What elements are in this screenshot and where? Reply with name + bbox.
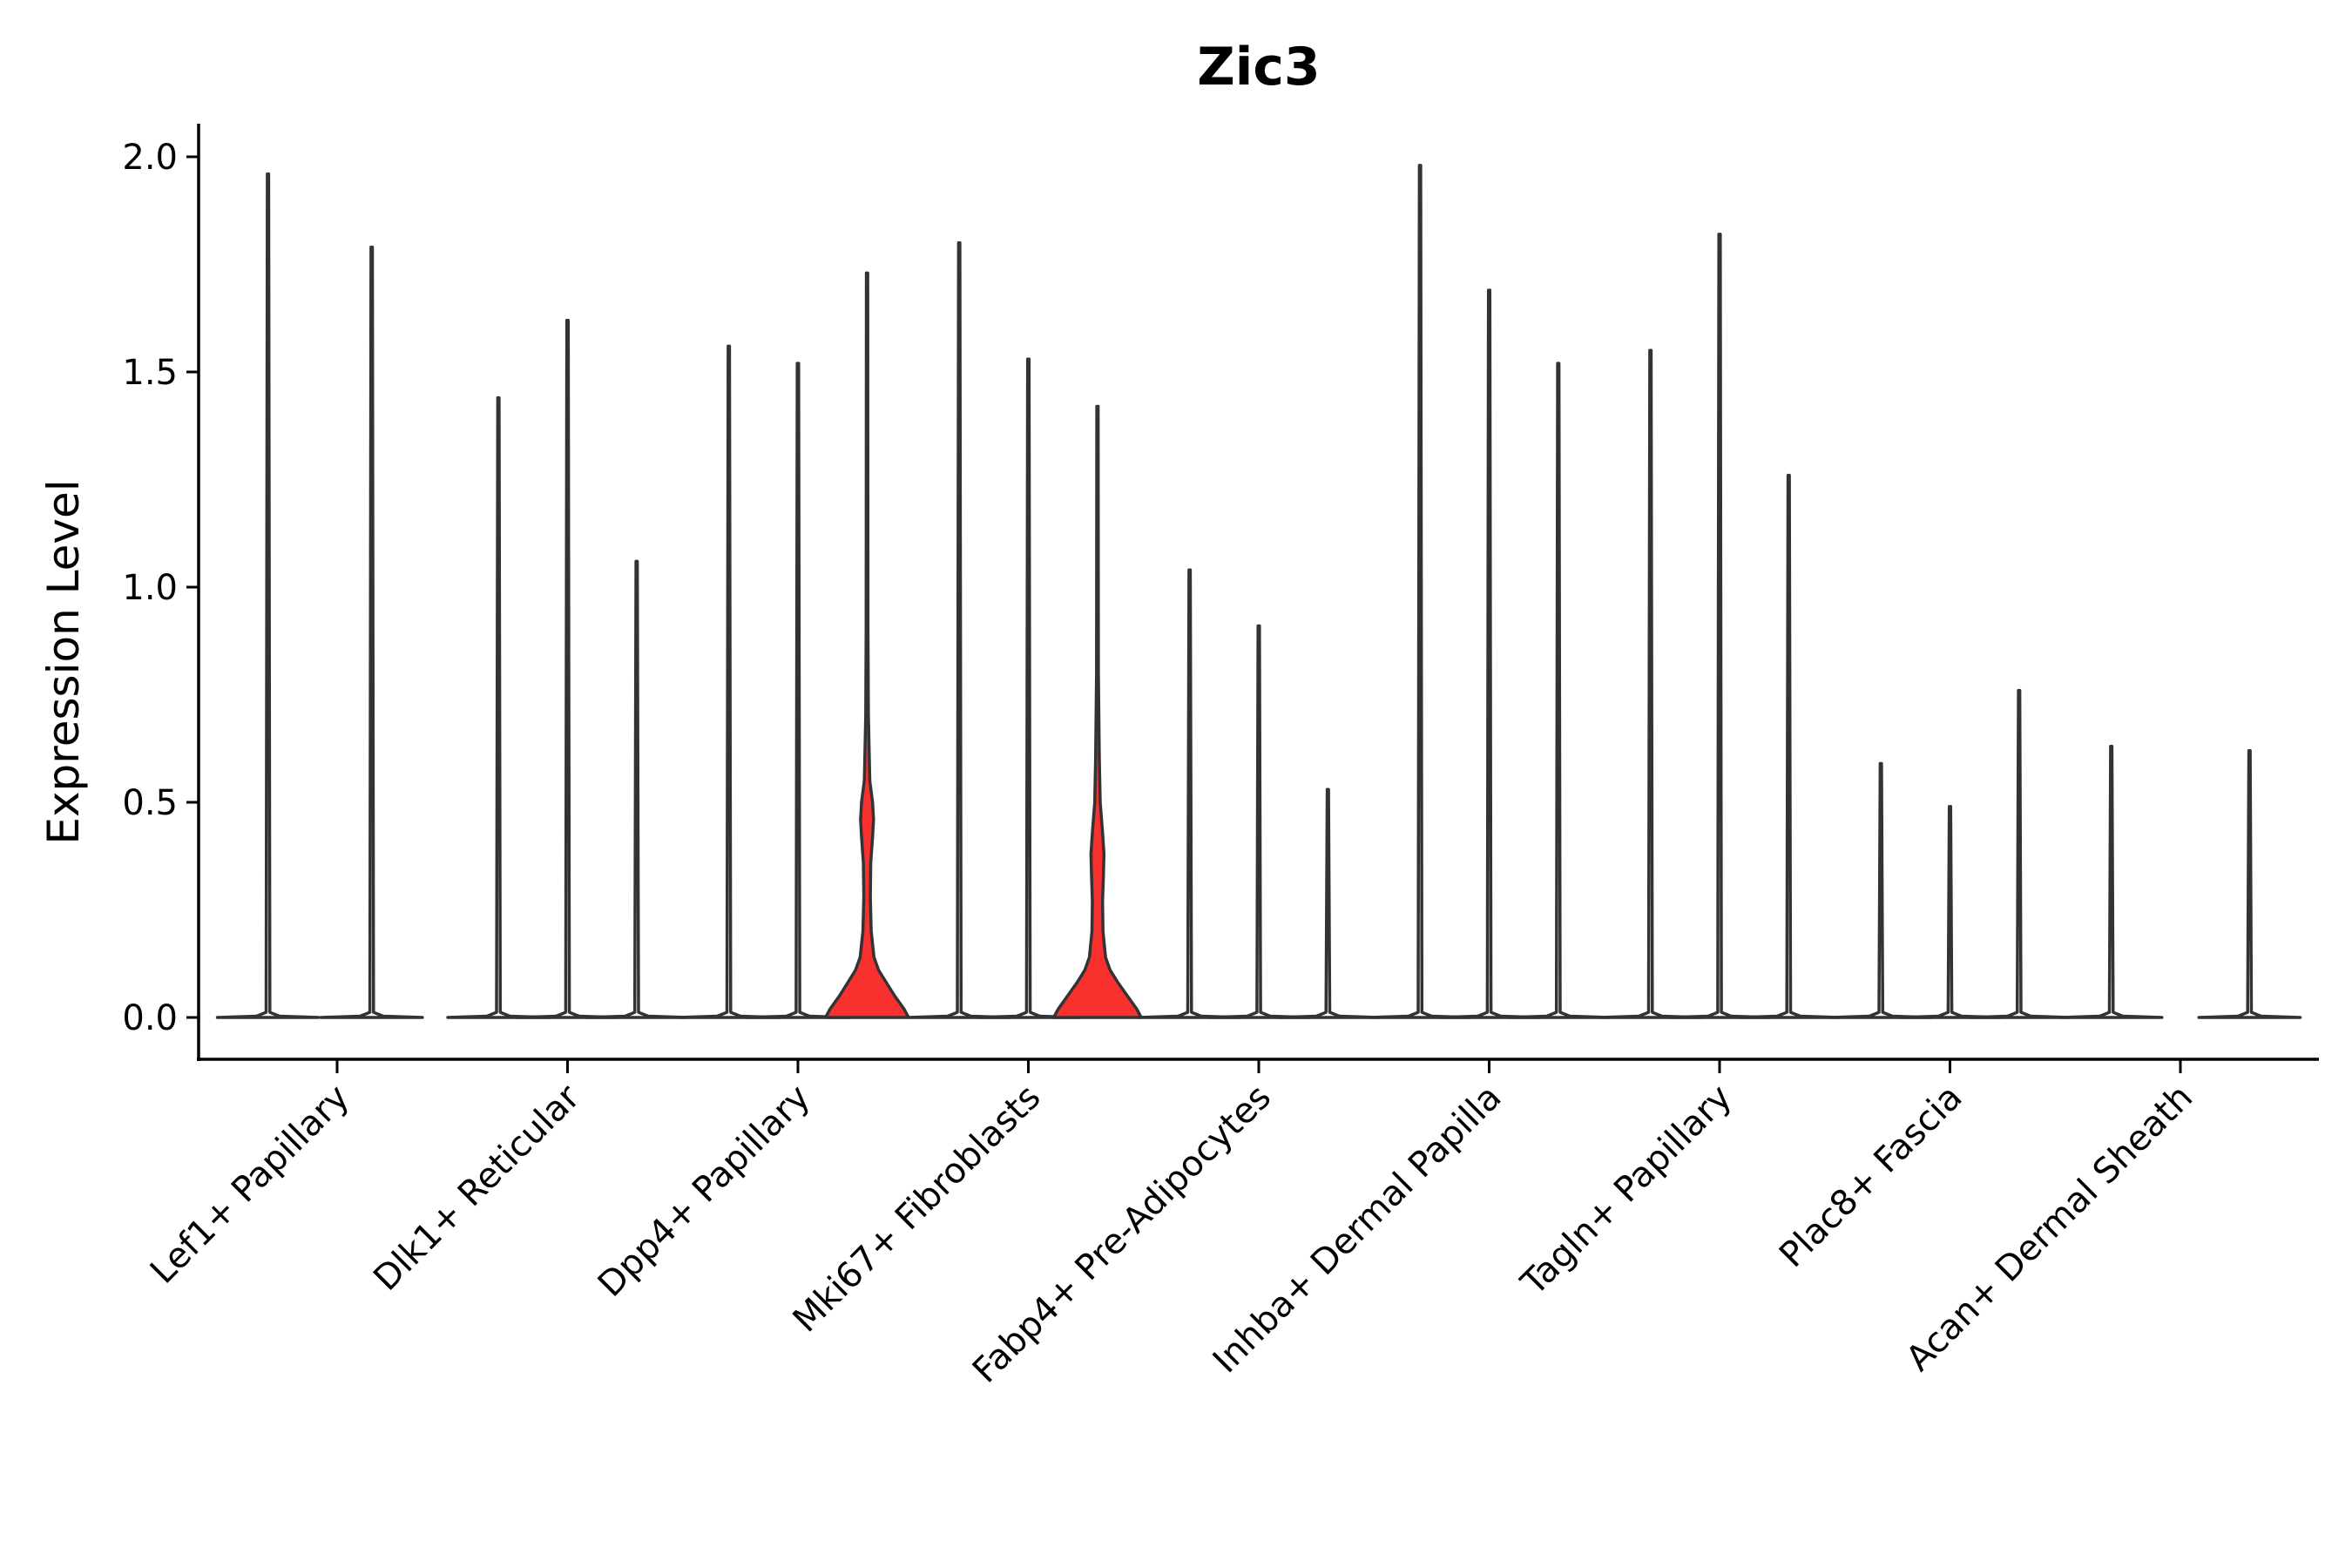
violin-group xyxy=(215,164,2302,1019)
y-tick-label: 1.5 xyxy=(122,353,178,393)
violin-21 xyxy=(1828,761,1934,1019)
violin-5 xyxy=(584,559,689,1019)
category-label: Tagln+ Papillary xyxy=(1513,1078,1740,1304)
category-label: Plac8+ Fascia xyxy=(1772,1078,1970,1276)
category-label: Dlk1+ Reticular xyxy=(366,1077,588,1299)
violin-20 xyxy=(1736,473,1842,1019)
violin-14 xyxy=(1275,787,1381,1019)
violin-16 xyxy=(1436,288,1542,1019)
chart-title: Zic3 xyxy=(1197,37,1320,98)
violin-22 xyxy=(1897,805,2003,1019)
category-label: Mki67+ Fibroblasts xyxy=(786,1078,1049,1341)
violin-7 xyxy=(746,362,850,1019)
y-tick-label: 1.0 xyxy=(122,568,178,608)
y-axis-ticks: 0.0 0.5 1.0 1.5 2.0 xyxy=(122,138,199,1038)
y-tick-label: 0.5 xyxy=(122,783,178,823)
category-label: Dpp4+ Papillary xyxy=(591,1078,818,1305)
violin-3 xyxy=(446,395,551,1019)
violin-13 xyxy=(1206,624,1311,1019)
category-label: Lef1+ Papillary xyxy=(143,1078,357,1292)
violin-6 xyxy=(676,344,781,1019)
violin-9 xyxy=(907,241,1012,1019)
violin-24 xyxy=(2058,745,2164,1019)
y-axis-label: Expression Level xyxy=(38,479,89,844)
violin-11 xyxy=(1051,404,1143,1019)
violin-23 xyxy=(1966,688,2072,1019)
violin-18 xyxy=(1598,348,1703,1019)
violin-2 xyxy=(319,245,424,1019)
violin-8 xyxy=(823,271,910,1019)
violin-1 xyxy=(215,172,321,1019)
x-axis-ticks: Lef1+ Papillary Dlk1+ Reticular Dpp4+ Papi… xyxy=(143,1059,2200,1391)
violin-17 xyxy=(1505,362,1611,1019)
violin-12 xyxy=(1137,568,1242,1019)
violin-15 xyxy=(1368,164,1473,1019)
violin-25 xyxy=(2197,748,2302,1019)
violin-19 xyxy=(1667,233,1772,1019)
violin-4 xyxy=(515,318,620,1019)
y-tick-label: 0.0 xyxy=(122,998,178,1038)
violin-10 xyxy=(976,357,1081,1019)
y-tick-label: 2.0 xyxy=(122,138,178,178)
